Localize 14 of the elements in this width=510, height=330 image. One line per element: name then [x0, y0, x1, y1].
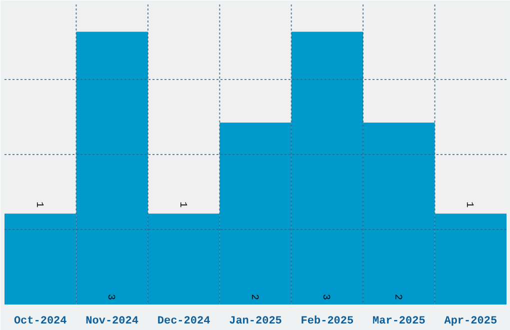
- data-label: 3: [104, 294, 116, 300]
- x-tick-label: Dec-2024: [157, 316, 211, 328]
- x-tick-label: Nov-2024: [86, 316, 139, 328]
- x-tick-label: Feb-2025: [300, 316, 354, 328]
- x-tick-label: Jan-2025: [229, 316, 282, 328]
- data-label: 3: [320, 294, 331, 300]
- data-label: 2: [248, 294, 259, 300]
- data-label: 1: [32, 202, 44, 208]
- x-tick-label: Apr-2025: [444, 316, 498, 328]
- x-tick-label: Mar-2025: [372, 316, 426, 328]
- data-label: 2: [391, 294, 402, 300]
- data-label: 1: [463, 202, 474, 208]
- x-tick-label: Oct-2024: [14, 316, 68, 328]
- data-label: 1: [176, 202, 188, 208]
